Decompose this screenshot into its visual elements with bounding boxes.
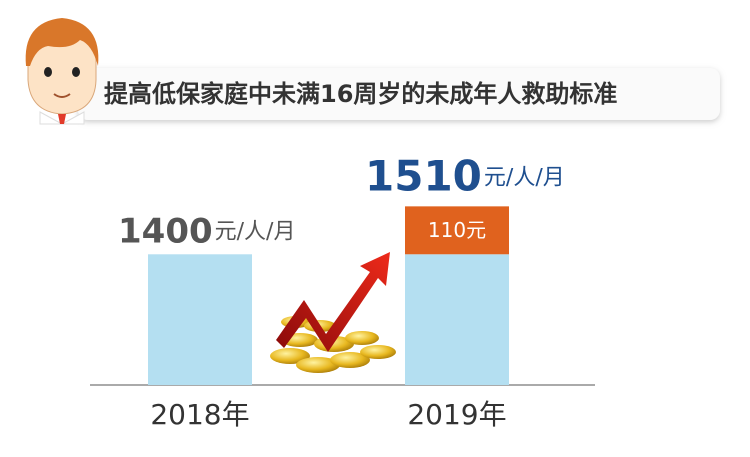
avatar: [25, 18, 99, 125]
value-label: 110元: [428, 218, 486, 242]
chart-title: 提高低保家庭中未满16周岁的未成年人救助标准: [104, 80, 617, 108]
total-label: 1510元/人/月: [365, 151, 565, 200]
bar-segment: [405, 254, 509, 385]
x-tick-label: 2019年: [407, 398, 506, 431]
bar-segment: [405, 206, 509, 255]
total-number: 1400: [118, 211, 213, 251]
bar-segment: [148, 254, 252, 385]
total-label: 1400元/人/月: [118, 211, 295, 251]
x-tick-label: 2018年: [150, 398, 249, 431]
coins-decoration: [270, 252, 396, 373]
total-number: 1510: [365, 151, 482, 200]
total-unit: 元/人/月: [215, 219, 296, 244]
title-banner: [78, 68, 720, 120]
total-unit: 元/人/月: [484, 165, 565, 190]
